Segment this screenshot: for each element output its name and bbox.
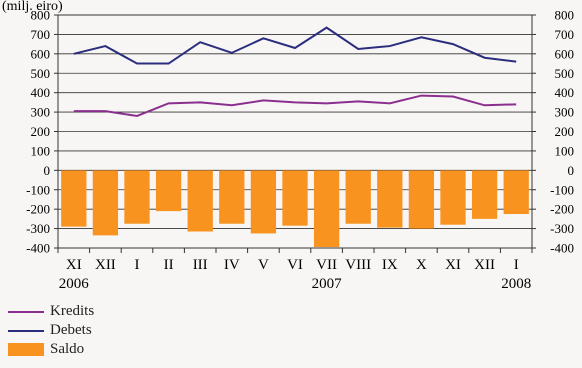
saldo-bar (61, 170, 87, 227)
ytick-label: -200 (26, 202, 50, 217)
xtick-label: I (514, 257, 519, 273)
xtick-label: II (164, 257, 174, 273)
ytick-label: 300 (555, 105, 575, 120)
ytick-label: 700 (31, 27, 51, 42)
saldo-bar (155, 170, 182, 212)
xtick-label: X (416, 257, 427, 273)
ytick-label: 200 (31, 124, 51, 139)
xtick-label: XI (445, 257, 461, 273)
xtick-label: IV (224, 257, 240, 273)
ytick-label: -200 (550, 202, 574, 217)
legend-swatch-debets (8, 329, 44, 332)
legend-label-debets: Debets (50, 322, 92, 338)
ytick-label: -100 (26, 182, 50, 197)
saldo-bar (250, 170, 277, 234)
ytick-label: 800 (555, 8, 575, 23)
ytick-label: 300 (31, 105, 51, 120)
unit-label: (milj. eiro) (2, 0, 63, 14)
legend-label-saldo: Saldo (50, 341, 85, 357)
saldo-bar (187, 170, 213, 232)
line-kredits (73, 94, 517, 117)
ytick-label: -300 (550, 221, 574, 236)
ytick-label: 600 (555, 46, 575, 61)
xtick-label: XI (66, 257, 82, 273)
saldo-bar (219, 170, 245, 224)
ytick-label: 600 (31, 46, 51, 61)
saldo-bar (124, 170, 150, 224)
year-label: 2008 (501, 276, 531, 292)
ytick-label: -400 (550, 241, 574, 256)
ytick-label: -100 (550, 182, 574, 197)
xtick-label: IX (382, 257, 398, 273)
ytick-label: 200 (555, 124, 575, 139)
legend-label-kredits: Kredits (50, 303, 95, 319)
saldo-bar (282, 170, 308, 226)
legend-swatch-kredits (8, 310, 44, 313)
year-label: 2007 (312, 276, 343, 292)
legend-item-saldo: Saldo (8, 340, 94, 359)
saldo-bar (377, 170, 403, 228)
legend-item-debets: Debets (8, 321, 94, 340)
saldo-bar (440, 170, 466, 225)
y-axis-left: -400 -300 -200 -100 0 100 200 300 400 500 600 700 80… (26, 8, 58, 256)
ytick-label: 0 (44, 163, 51, 178)
year-label: 2006 (59, 276, 90, 292)
ytick-label: 100 (31, 143, 51, 158)
ytick-label: 500 (555, 66, 575, 81)
saldo-bar (313, 170, 340, 248)
ytick-label: 100 (555, 143, 575, 158)
ytick-label: -300 (26, 221, 50, 236)
legend: Kredits Debets Saldo (8, 302, 94, 359)
y-axis-right: -400 -300 -200 -100 0 100 200 300 400 500 600 700 80… (532, 8, 574, 256)
xtick-label: XII (474, 257, 495, 273)
xtick-label: III (193, 257, 208, 273)
xtick-label: VII (316, 257, 337, 273)
ytick-label: 0 (568, 163, 575, 178)
line-debets (73, 26, 517, 65)
ytick-label: 400 (555, 85, 575, 100)
saldo-bar (92, 170, 119, 236)
ytick-label: 800 (31, 8, 51, 23)
lines (73, 26, 517, 117)
saldo-bars (61, 170, 529, 248)
saldo-bar (345, 170, 371, 224)
xtick-label: VI (287, 257, 303, 273)
xtick-label: V (258, 257, 269, 273)
legend-swatch-saldo (8, 343, 44, 356)
ytick-label: 500 (31, 66, 51, 81)
ytick-label: -400 (26, 241, 50, 256)
xtick-label: VIII (345, 257, 371, 273)
xtick-label: XII (95, 257, 116, 273)
ytick-label: 400 (31, 85, 51, 100)
saldo-bar (408, 170, 435, 229)
saldo-bar (471, 170, 498, 219)
ytick-label: 700 (555, 27, 575, 42)
saldo-bar (503, 170, 529, 215)
xtick-label: I (135, 257, 140, 273)
chart: (milj. eiro) -400 -300 -200 -100 0 100 200 300 4… (2, 0, 574, 292)
legend-item-kredits: Kredits (8, 302, 94, 321)
